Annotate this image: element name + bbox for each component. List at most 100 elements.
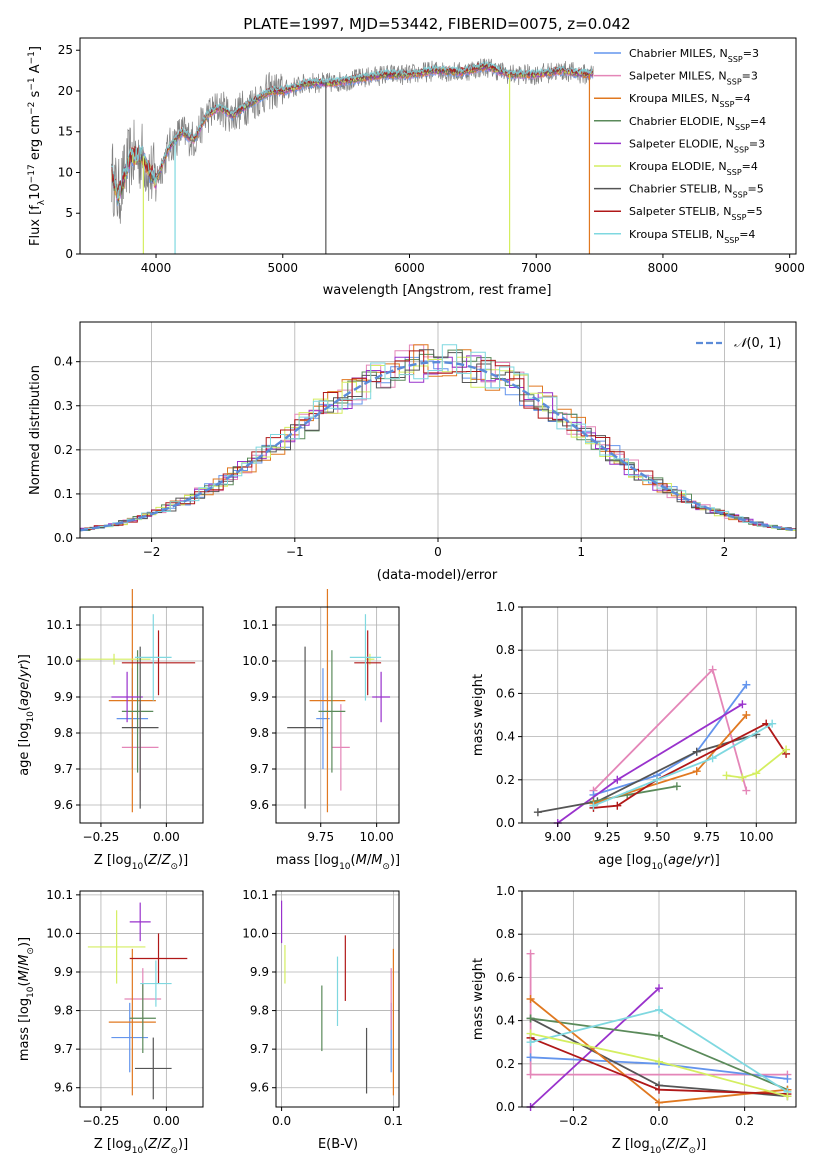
x-tick-label: 0.2: [735, 1114, 754, 1128]
gaussian-legend-label: 𝒩(0, 1): [734, 336, 781, 351]
x-tick-label: 0.0: [272, 1114, 291, 1128]
mass-z-y-ticks: 9.6 9.7 9.8 9.9 10.0 10.1: [46, 888, 80, 1095]
weight-marker-kroupa-miles: [655, 1098, 663, 1107]
age-z-x-label: Z [log10(Z/Z⊙)]: [94, 853, 188, 872]
mass-ebv-axes-frame: [275, 890, 400, 1108]
x-tick-label: 1: [577, 545, 585, 559]
x-tick-label: 2: [721, 545, 729, 559]
residual-plot-area: [79, 344, 797, 532]
age-vs-metallicity-panel: −0.25 0.00 9.6 9.7 9.8 9.9 10.0 10.1 Z [log10(…: [17, 589, 204, 872]
y-tick-label: 0.2: [496, 1057, 515, 1071]
spectrum-panel: 4000 5000 6000 7000 8000 9000 0 5 10 15 20 25 wave…: [27, 37, 805, 298]
weight-marker-kroupa-elodie: [783, 1092, 792, 1101]
y-tick-label: 0.3: [54, 399, 73, 413]
y-tick-label: 10.0: [46, 654, 73, 668]
weight-line-chabrier-miles: [593, 684, 748, 796]
residual-x-ticks: −2 −1 0 1 2: [143, 538, 728, 559]
spectrum-y-label: Flux [fλ10−17 erg cm−2 s−1 A−1]: [27, 46, 47, 246]
weight-vs-metallicity-panel: −0.2 0.0 0.2 0.0 0.2 0.4 0.6 0.8 1.0 Z [log10(Z…: [471, 884, 797, 1156]
mass-z-grid: [80, 891, 203, 1107]
mass-z-x-label: Z [log10(Z/Z⊙)]: [94, 1137, 188, 1156]
weight-marker-chabrier-miles: [526, 1053, 535, 1062]
y-tick-label: 9.9: [54, 965, 73, 979]
residual-histogram-chabrier-miles: [80, 356, 792, 530]
y-tick-label: 0.4: [54, 355, 73, 369]
y-tick-label: 10.1: [46, 888, 73, 902]
weight-marker-kroupa-miles: [526, 995, 535, 1003]
y-tick-label: 0.2: [496, 773, 515, 787]
y-tick-label: 9.6: [54, 1081, 73, 1095]
age-vs-mass-panel: 9.75 10.00 9.6 9.7 9.8 9.9 10.0 10.1 mass [log…: [242, 589, 400, 872]
weight-z-y-label: mass weight: [471, 958, 486, 1040]
weight-marker-kroupa-elodie: [526, 1029, 535, 1038]
y-tick-label: 1.0: [496, 600, 515, 614]
gaussian-reference-curve: [79, 360, 797, 532]
legend-label-salpeter-elodie: Salpeter ELODIE, NSSP=3: [629, 137, 765, 154]
residual-histogram-chabrier-stelib: [80, 349, 792, 531]
y-tick-label: 0.0: [496, 1100, 515, 1114]
residual-y-label: Normed distribution: [28, 365, 43, 495]
weight-line-kroupa-stelib: [593, 722, 773, 807]
age-z-y-label: age [log10(age/yr)]: [17, 654, 36, 776]
weight-marker-salpeter-stelib: [655, 1085, 663, 1094]
mass-z-y-label: mass [log10(M/M⊙)]: [17, 937, 36, 1061]
y-tick-label: 10.1: [242, 888, 269, 902]
y-tick-label: 9.6: [54, 798, 73, 812]
legend-label-chabrier-miles: Chabrier MILES, NSSP=3: [629, 47, 759, 64]
y-tick-label: 0.0: [496, 816, 515, 830]
weight-marker-kroupa-stelib: [708, 754, 717, 763]
y-tick-label: 9.6: [250, 1081, 269, 1095]
x-tick-label: 9.50: [644, 830, 671, 844]
x-tick-label: −0.25: [83, 1114, 120, 1128]
y-tick-label: 0: [65, 247, 73, 261]
y-tick-label: 0.4: [496, 1014, 515, 1028]
y-tick-label: 0.6: [496, 686, 515, 700]
y-tick-label: 1.0: [496, 884, 515, 898]
y-tick-label: 10.0: [242, 654, 269, 668]
age-mass-axes-frame: [275, 606, 400, 824]
x-tick-label: 0: [434, 545, 442, 559]
mass-z-x-ticks: −0.25 0.00: [83, 1107, 180, 1128]
y-tick-label: 10.1: [46, 618, 73, 632]
y-tick-label: 9.9: [54, 690, 73, 704]
weight-marker-chabrier-stelib: [692, 747, 701, 756]
model-spectrum-salpeter-stelib: [111, 62, 594, 202]
y-tick-label: 0.6: [496, 970, 515, 984]
y-tick-label: 0.8: [496, 927, 515, 941]
weight-marker-kroupa-stelib: [653, 775, 662, 784]
x-tick-label: 9.00: [544, 830, 571, 844]
x-tick-label: −0.25: [83, 830, 120, 844]
x-tick-label: 5000: [267, 261, 298, 275]
legend-label-salpeter-miles: Salpeter MILES, NSSP=3: [629, 70, 758, 87]
weight-marker-salpeter-miles: [708, 665, 717, 674]
weight-marker-kroupa-elodie: [782, 745, 791, 754]
weight-marker-kroupa-elodie: [752, 769, 761, 778]
y-tick-label: 10.0: [242, 926, 269, 940]
y-tick-label: 0.8: [496, 643, 515, 657]
y-tick-label: 20: [58, 84, 73, 98]
age-z-axes-frame: [79, 606, 204, 824]
x-tick-label: 0.0: [649, 1114, 668, 1128]
x-tick-label: 10.00: [739, 830, 773, 844]
y-tick-label: 9.7: [54, 762, 73, 776]
y-tick-label: 9.9: [250, 965, 269, 979]
x-tick-label: 6000: [394, 261, 425, 275]
y-tick-label: 0.0: [54, 531, 73, 545]
mass-vs-ebv-panel: 0.0 0.1 9.6 9.7 9.8 9.9 10.0 10.1 E(B-V): [242, 888, 403, 1152]
y-tick-label: 9.7: [250, 1042, 269, 1056]
x-tick-label: 0.00: [153, 830, 180, 844]
model-spectrum-kroupa-stelib: [111, 60, 594, 200]
weight-marker-salpeter-stelib: [613, 801, 622, 810]
x-tick-label: 10.00: [359, 830, 393, 844]
weight-marker-kroupa-miles: [742, 711, 751, 719]
y-tick-label: 5: [65, 206, 73, 220]
weight-z-x-label: Z [log10(Z/Z⊙)]: [612, 1137, 706, 1156]
y-tick-label: 10.0: [46, 926, 73, 940]
weight-marker-salpeter-elodie: [613, 775, 622, 784]
weight-marker-chabrier-stelib: [533, 808, 542, 817]
weight-marker-chabrier-miles: [742, 680, 751, 689]
x-tick-label: 0.1: [384, 1114, 403, 1128]
x-tick-label: 9.75: [693, 830, 720, 844]
weight-marker-kroupa-miles: [692, 767, 701, 776]
